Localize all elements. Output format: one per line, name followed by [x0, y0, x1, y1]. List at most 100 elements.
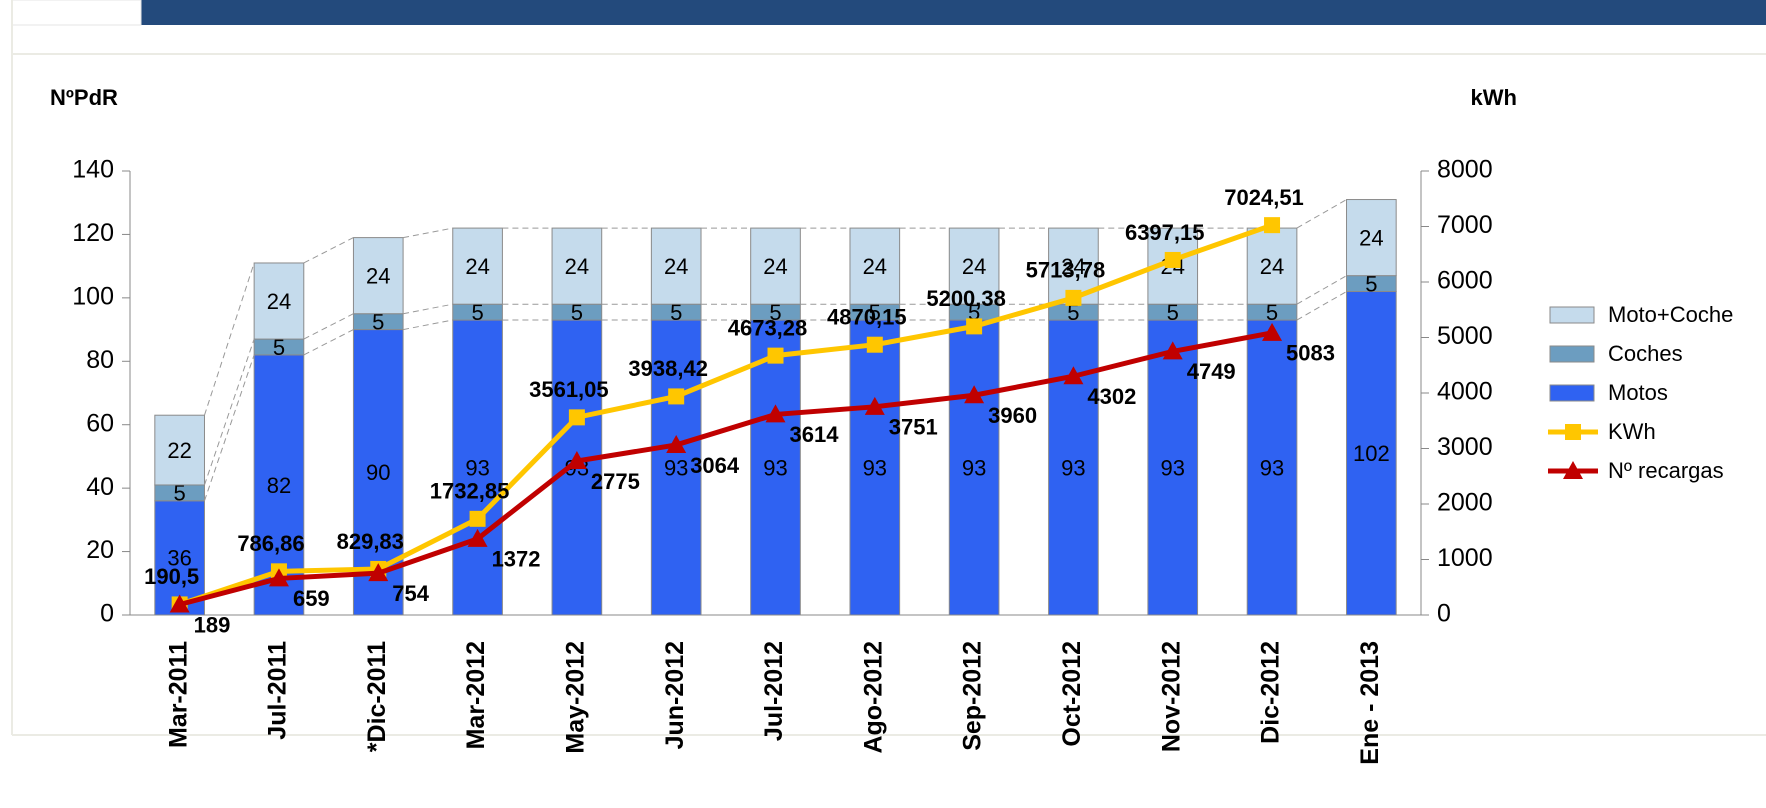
line-marker [1162, 341, 1183, 360]
y2-tick-label: 4000 [1437, 378, 1493, 406]
line-marker [1063, 366, 1084, 385]
x-tick-label: Jun-2012 [661, 641, 689, 749]
y2-tick-label: 3000 [1437, 433, 1493, 461]
y-tick-label: 40 [86, 473, 114, 501]
bar-label: 24 [565, 254, 589, 279]
line-marker [568, 409, 585, 426]
line-label: 7024,51 [1224, 185, 1304, 210]
y-tick-label: 80 [86, 346, 114, 374]
line-marker [566, 450, 587, 469]
y-axis-title: NºPdR [50, 85, 118, 110]
bar-label: 102 [1353, 441, 1390, 466]
connector [1296, 199, 1347, 229]
bar-segment [849, 319, 901, 616]
bar-label: 5 [869, 300, 881, 325]
x-tick-label: Nov-2012 [1157, 641, 1185, 752]
line-marker [169, 594, 190, 613]
line-label: 754 [392, 581, 429, 606]
bar-segment [1346, 199, 1397, 277]
bar-label: 93 [1160, 455, 1184, 480]
bar-label: 5 [571, 300, 583, 325]
y2-tick-label: 0 [1437, 600, 1451, 628]
bar-segment [1246, 319, 1298, 616]
bar-segment [948, 319, 1000, 616]
bar-label: 36 [167, 546, 191, 571]
line-marker [268, 568, 289, 587]
line-marker [1264, 217, 1281, 234]
y2-tick-label: 2000 [1437, 489, 1493, 517]
line-marker [864, 396, 885, 415]
legend-label: Coches [1608, 341, 1683, 366]
bar-label: 5 [174, 481, 186, 506]
line-marker [765, 404, 786, 423]
legend-swatch [1549, 384, 1595, 402]
line-marker [1262, 322, 1283, 341]
x-tick-label: Jul-2011 [264, 641, 292, 740]
bar-label: 5 [670, 300, 682, 325]
x-tick-label: Ene - 2013 [1356, 641, 1384, 765]
line-marker [368, 563, 389, 582]
bar-segment [750, 227, 801, 305]
line-label: 3064 [690, 453, 740, 478]
line-marker [467, 528, 488, 547]
connector [303, 237, 354, 264]
line-marker [964, 385, 985, 404]
x-tick-label: May-2012 [561, 641, 589, 754]
legend-swatch [1549, 345, 1595, 363]
legend-marker [1563, 461, 1583, 479]
connector [403, 303, 453, 315]
bar-label: 5 [372, 309, 384, 334]
bar-label: 82 [267, 473, 291, 498]
y2-tick-label: 5000 [1437, 322, 1493, 350]
line-label: 5713,78 [1026, 258, 1106, 283]
line-label: 3614 [790, 422, 840, 447]
connector [403, 319, 453, 331]
connector [204, 262, 255, 416]
x-tick-label: Sep-2012 [959, 641, 987, 751]
bar-label: 93 [962, 455, 986, 480]
line-label: 3960 [988, 403, 1037, 428]
line-label: 1732,85 [430, 479, 510, 504]
line-label: 2775 [591, 469, 640, 494]
line-label: 4870,15 [827, 305, 907, 330]
bar-label: 90 [366, 460, 390, 485]
bar-label: 5 [1365, 271, 1377, 296]
line-label: 3938,42 [628, 356, 708, 381]
bar-label: 5 [1067, 300, 1079, 325]
line-label: 4302 [1087, 384, 1136, 409]
connector [303, 313, 354, 340]
bar-label: 5 [273, 335, 285, 360]
header-bar [141, 0, 1766, 25]
bar-segment [352, 237, 404, 315]
bar-label: 93 [863, 455, 887, 480]
line-label: 4749 [1187, 359, 1236, 384]
line-label: 829,83 [337, 529, 404, 554]
y-tick-label: 60 [86, 409, 114, 437]
bar-segment [650, 227, 702, 305]
legend-label: Moto+Coche [1608, 302, 1733, 327]
bar-segment [750, 319, 801, 616]
y-tick-label: 100 [72, 282, 114, 310]
bar-label: 5 [1266, 300, 1278, 325]
bar-segment [1246, 227, 1298, 305]
legend-label: Nº recargas [1608, 458, 1724, 483]
bar-segment [650, 319, 702, 616]
line-label: 5200,38 [926, 286, 1006, 311]
bar-label: 24 [1061, 254, 1085, 279]
bar-label: 93 [664, 455, 688, 480]
bar-label: 24 [1260, 254, 1284, 279]
bar-label: 24 [1359, 225, 1383, 250]
bar-segment [253, 262, 305, 340]
y2-tick-label: 8000 [1437, 156, 1493, 184]
bar-label: 24 [465, 254, 489, 279]
line-marker [966, 318, 983, 335]
bar-segment [154, 414, 205, 486]
line-marker [469, 510, 486, 527]
y2-tick-label: 6000 [1437, 267, 1493, 295]
x-tick-label: Mar-2012 [462, 641, 490, 749]
y-tick-label: 120 [72, 219, 114, 247]
bar-label: 5 [471, 300, 483, 325]
x-tick-label: Oct-2012 [1058, 641, 1086, 747]
x-tick-label: Jul-2012 [760, 641, 788, 741]
line [178, 222, 1273, 607]
